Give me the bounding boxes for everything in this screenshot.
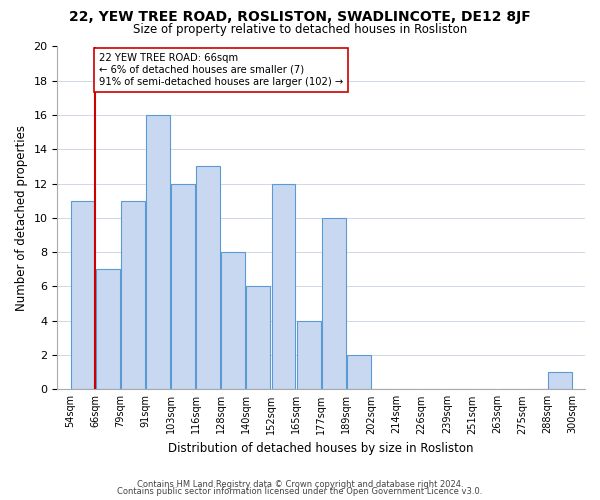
Bar [146, 115, 170, 390]
Bar [247, 286, 271, 390]
Bar [196, 166, 220, 390]
Bar [548, 372, 572, 390]
Text: 22, YEW TREE ROAD, ROSLISTON, SWADLINCOTE, DE12 8JF: 22, YEW TREE ROAD, ROSLISTON, SWADLINCOT… [69, 10, 531, 24]
Y-axis label: Number of detached properties: Number of detached properties [15, 125, 28, 311]
Text: Contains public sector information licensed under the Open Government Licence v3: Contains public sector information licen… [118, 487, 482, 496]
X-axis label: Distribution of detached houses by size in Rosliston: Distribution of detached houses by size … [169, 442, 474, 455]
Bar [121, 201, 145, 390]
Bar [221, 252, 245, 390]
Bar [347, 355, 371, 390]
Text: 22 YEW TREE ROAD: 66sqm
← 6% of detached houses are smaller (7)
91% of semi-deta: 22 YEW TREE ROAD: 66sqm ← 6% of detached… [99, 54, 343, 86]
Text: Size of property relative to detached houses in Rosliston: Size of property relative to detached ho… [133, 22, 467, 36]
Bar [297, 320, 320, 390]
Bar [171, 184, 195, 390]
Text: Contains HM Land Registry data © Crown copyright and database right 2024.: Contains HM Land Registry data © Crown c… [137, 480, 463, 489]
Bar [322, 218, 346, 390]
Bar [96, 270, 119, 390]
Bar [71, 201, 94, 390]
Bar [272, 184, 295, 390]
